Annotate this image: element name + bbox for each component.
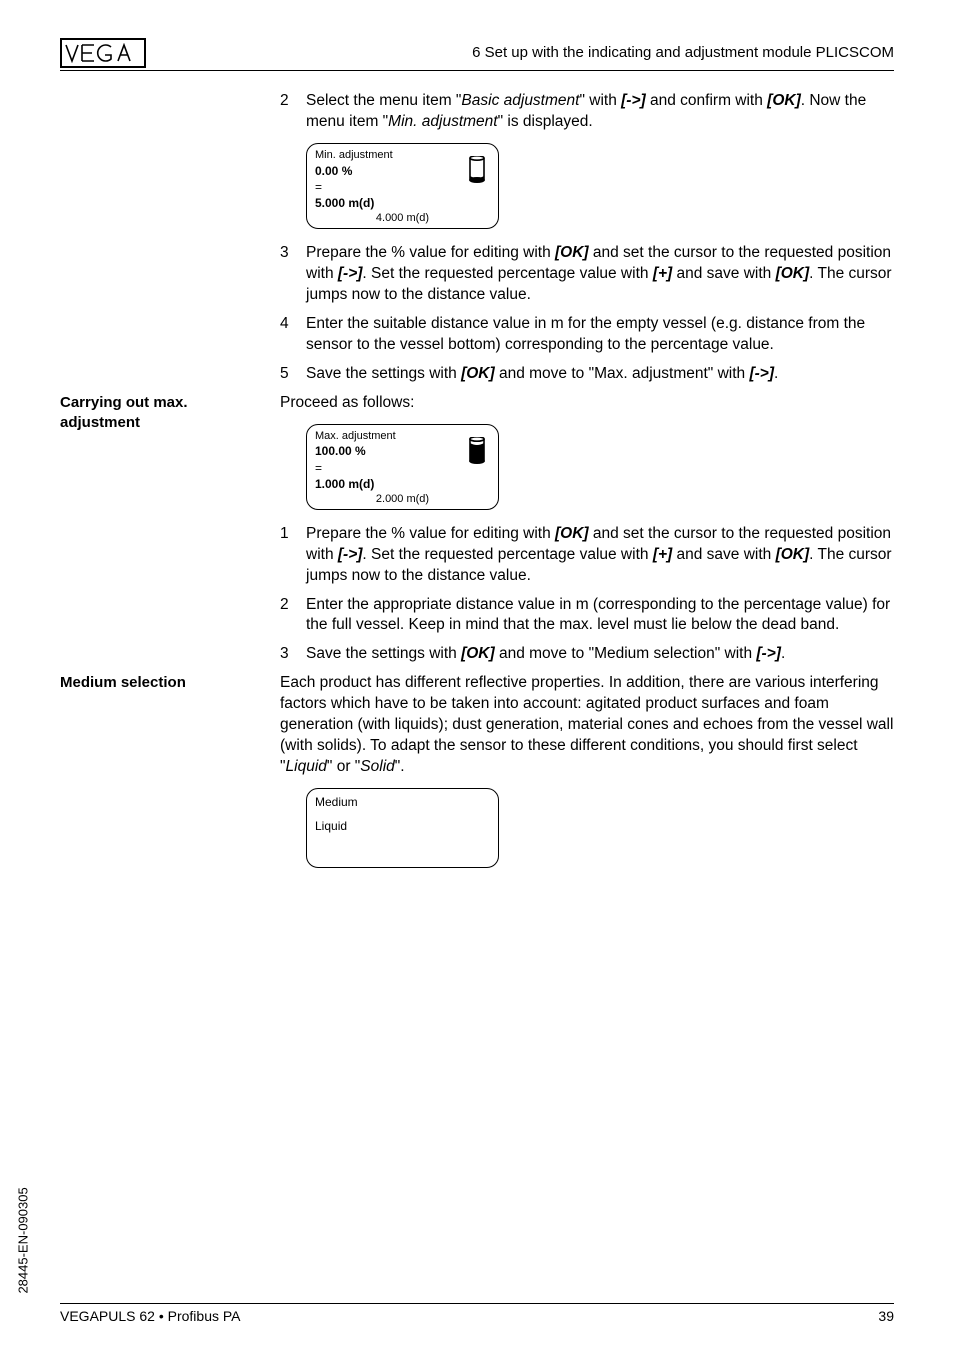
lcd-percent: 0.00 % — [315, 163, 490, 179]
step-text: Prepare the % value for editing with [OK… — [306, 243, 894, 306]
lcd-title: Max. adjustment — [315, 429, 490, 444]
medium-paragraph: Each product has different reflective pr… — [280, 673, 894, 778]
step-number: 5 — [280, 364, 306, 385]
step-text: Save the settings with [OK] and move to … — [306, 644, 894, 665]
lcd-eq: = — [315, 460, 490, 476]
footer-left: VEGAPULS 62 • Profibus PA — [60, 1307, 241, 1326]
lcd-value: Liquid — [315, 817, 490, 835]
step-text: Enter the appropriate distance value in … — [306, 595, 894, 637]
document-id: 28445-EN-090305 — [14, 1188, 32, 1294]
lcd-sub: 4.000 m(d) — [315, 211, 490, 226]
step-number: 2 — [280, 91, 306, 133]
tank-high-icon — [466, 437, 488, 469]
step-text: Save the settings with [OK] and move to … — [306, 364, 894, 385]
step-number: 1 — [280, 524, 306, 587]
tank-low-icon — [466, 156, 488, 188]
step-number: 4 — [280, 314, 306, 356]
step-text: Select the menu item "Basic adjustment" … — [306, 91, 894, 133]
chapter-title: 6 Set up with the indicating and adjustm… — [472, 43, 894, 63]
lcd-max-adjustment: Max. adjustment 100.00 % = 1.000 m(d) 2.… — [306, 424, 499, 510]
lcd-sub: 2.000 m(d) — [315, 492, 490, 507]
page-number: 39 — [878, 1307, 894, 1326]
step-number: 2 — [280, 595, 306, 637]
vega-logo — [60, 38, 146, 68]
step-number: 3 — [280, 644, 306, 665]
lcd-min-adjustment: Min. adjustment 0.00 % = 5.000 m(d) 4.00… — [306, 143, 499, 229]
side-heading-medium: Medium selection — [60, 673, 260, 882]
lcd-value: 1.000 m(d) — [315, 476, 490, 492]
lcd-eq: = — [315, 179, 490, 195]
lcd-value: 5.000 m(d) — [315, 195, 490, 211]
side-heading-max: Carrying out max. adjustment — [60, 393, 260, 674]
lcd-title: Min. adjustment — [315, 148, 490, 163]
step-number: 3 — [280, 243, 306, 306]
lcd-medium: Medium Liquid — [306, 788, 499, 868]
lcd-percent: 100.00 % — [315, 443, 490, 459]
step-text: Enter the suitable distance value in m f… — [306, 314, 894, 356]
lcd-title: Medium — [315, 793, 490, 811]
proceed-text: Proceed as follows: — [280, 393, 894, 414]
step-text: Prepare the % value for editing with [OK… — [306, 524, 894, 587]
